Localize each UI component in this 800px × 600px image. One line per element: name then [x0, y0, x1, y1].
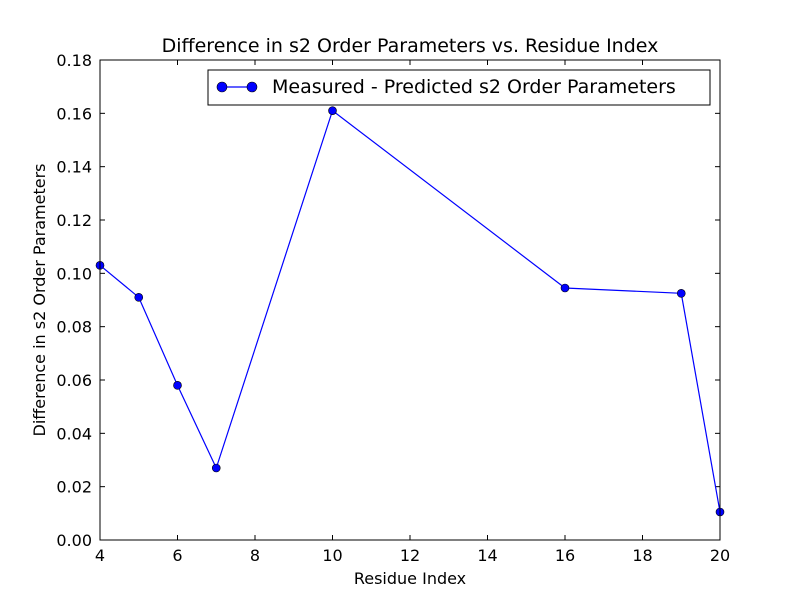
y-tick-label: 0.14: [56, 158, 92, 177]
y-tick-label: 0.04: [56, 424, 92, 443]
plot-frame: [99, 59, 721, 541]
x-tick-label: 10: [322, 546, 342, 565]
y-tick-label: 0.08: [56, 318, 92, 337]
y-axis-label: Difference in s2 Order Parameters: [30, 164, 49, 437]
legend-marker: [216, 81, 228, 93]
x-tick-label: 18: [632, 546, 652, 565]
y-tick-label: 0.10: [56, 264, 92, 283]
y-tick-label: 0.00: [56, 531, 92, 550]
series-layer: [95, 106, 725, 517]
x-tick-label: 16: [555, 546, 575, 565]
legend: Measured - Predicted s2 Order Parameters: [207, 69, 711, 106]
data-point: [211, 463, 221, 473]
x-ticks: 4 6 8 10 12 14 16 18 20: [95, 60, 730, 565]
chart-title: Difference in s2 Order Parameters vs. Re…: [162, 35, 659, 57]
data-point: [560, 283, 570, 293]
x-tick-label: 8: [250, 546, 260, 565]
y-tick-label: 0.02: [56, 478, 92, 497]
legend-label: Measured - Predicted s2 Order Parameters: [272, 76, 676, 98]
data-point: [134, 293, 144, 302]
y-tick-label: 0.06: [56, 371, 92, 390]
y-ticks: 0.00 0.02 0.04 0.06 0.08 0.10 0.12 0.14 0.16 0.18: [56, 51, 720, 550]
legend-box: [207, 69, 711, 106]
x-tick-label: 20: [710, 546, 730, 565]
plot-area: [100, 60, 720, 540]
y-tick-label: 0.18: [56, 51, 92, 70]
x-tick-label: 6: [172, 546, 182, 565]
legend-marker: [246, 81, 258, 93]
data-point: [173, 381, 182, 390]
x-axis-label: Residue Index: [354, 569, 466, 588]
y-tick-label: 0.12: [56, 211, 92, 230]
data-point: [328, 106, 337, 115]
y-tick-label: 0.16: [56, 104, 92, 123]
x-tick-label: 4: [95, 546, 105, 565]
x-tick-label: 14: [477, 546, 497, 565]
x-tick-label: 12: [400, 546, 420, 565]
series-line: [99, 109, 721, 513]
data-point: [676, 289, 686, 298]
